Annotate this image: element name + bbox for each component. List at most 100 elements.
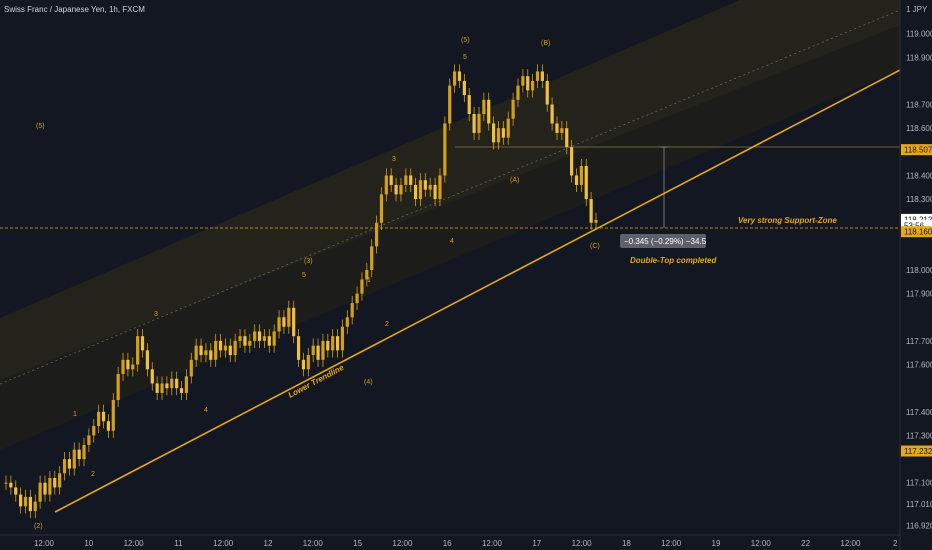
x-tick-label: 12:00 [213, 539, 234, 548]
lower-trendline[interactable] [54, 69, 901, 513]
candle-body [62, 459, 67, 474]
candle-body [150, 369, 154, 384]
candle-body [257, 331, 262, 341]
x-tick-label: 12:00 [482, 539, 503, 548]
candle-body [204, 350, 208, 356]
candle-body [555, 123, 559, 133]
candle-body [101, 411, 106, 422]
x-tick-label: 22 [801, 539, 810, 548]
candle-body [511, 99, 515, 119]
candle-body [340, 326, 345, 351]
candle-body [326, 340, 330, 351]
x-tick-label: 16 [443, 539, 452, 548]
currency-marker: 1 [906, 5, 913, 14]
candle-body [253, 331, 257, 341]
y-tick-label: 119.000 [906, 30, 932, 39]
candle-body [272, 331, 276, 346]
price-tag-label: 118.507 [904, 146, 932, 155]
wave-label: 3 [154, 311, 158, 318]
x-tick-label: 17 [532, 539, 541, 548]
y-tick-label: 118.900 [906, 53, 932, 62]
wave-label: (A) [510, 177, 519, 184]
candle-body [487, 99, 491, 124]
candle-body [292, 307, 296, 337]
candle-body [218, 340, 223, 351]
candle-body [594, 219, 598, 223]
candle-body [160, 383, 164, 393]
candle-body [165, 383, 169, 389]
candle-body [443, 123, 447, 176]
x-tick-label: 10 [84, 539, 93, 548]
candle-body [374, 222, 379, 247]
candle-body [472, 114, 476, 133]
price-tag-label: 53:56 [904, 222, 925, 231]
candle-body [452, 71, 457, 86]
x-tick-label: 12:00 [572, 539, 593, 548]
candle-body [404, 175, 408, 185]
candle-body [589, 199, 593, 223]
candle-body [136, 336, 140, 365]
y-axis-panel [900, 0, 932, 550]
candle-body [448, 85, 452, 124]
candle-body [492, 123, 496, 143]
y-tick-label: 118.400 [906, 171, 932, 180]
candle-body [311, 345, 315, 356]
y-tick-label: 118.700 [906, 101, 932, 110]
y-tick-label: 117.400 [906, 408, 932, 417]
candle-body [277, 317, 281, 332]
candle-body [228, 345, 232, 356]
candle-body [535, 71, 540, 81]
price-tag-box [901, 445, 932, 457]
wave-label: 1 [367, 277, 371, 284]
candle-body [145, 350, 150, 370]
candle-body [389, 175, 393, 185]
candle-body [565, 128, 569, 148]
candle-body [531, 80, 535, 91]
wave-label: (5) [36, 123, 45, 130]
wave-label: 4 [450, 238, 454, 245]
candle-body [506, 118, 510, 138]
y-tick-label: 118.300 [906, 195, 932, 204]
candles-group [4, 64, 598, 519]
candle-body [194, 345, 198, 360]
price-tag-box [901, 226, 932, 238]
x-axis-ticks: 12:00 10 12:00 11 12:00 12 12:00 15 12:00 16 12:00… [34, 539, 898, 548]
candle-body [87, 435, 91, 445]
wave-label: 1 [73, 411, 77, 418]
candle-body [316, 345, 320, 360]
candle-body [496, 128, 501, 143]
candle-body [111, 400, 115, 431]
candle-body [209, 350, 213, 360]
candle-body [438, 175, 442, 200]
y-tick-label: 118.000 [906, 266, 932, 275]
x-tick-label: 18 [622, 539, 631, 548]
candle-body [214, 340, 218, 360]
price-tag-label: 118.212 [904, 215, 932, 224]
support-zone-label: Very strong Support-Zone [738, 216, 837, 225]
candle-body [409, 175, 413, 185]
candle-body [301, 359, 306, 370]
wave-label: (5) [461, 37, 470, 44]
candle-body [48, 478, 52, 495]
wave-label: (3) [304, 258, 313, 265]
candle-body [574, 175, 579, 185]
price-tag-box [901, 213, 932, 225]
candle-body [155, 383, 159, 393]
candle-body [457, 71, 462, 81]
candle-body [233, 340, 237, 356]
wave-label: (C) [590, 243, 600, 250]
x-tick-label: 12:00 [751, 539, 772, 548]
y-tick-label: 116.920 [906, 521, 932, 530]
wave-label: 3 [392, 156, 396, 163]
candle-body [399, 184, 403, 195]
candle-body [14, 487, 18, 495]
candle-body [131, 364, 135, 370]
x-tick-label: 12 [264, 539, 273, 548]
wave-label: 4 [204, 407, 208, 414]
candle-body [423, 180, 427, 190]
candle-body [262, 336, 267, 341]
currency-label: 1 JPY [906, 5, 928, 14]
candle-body [82, 444, 86, 460]
